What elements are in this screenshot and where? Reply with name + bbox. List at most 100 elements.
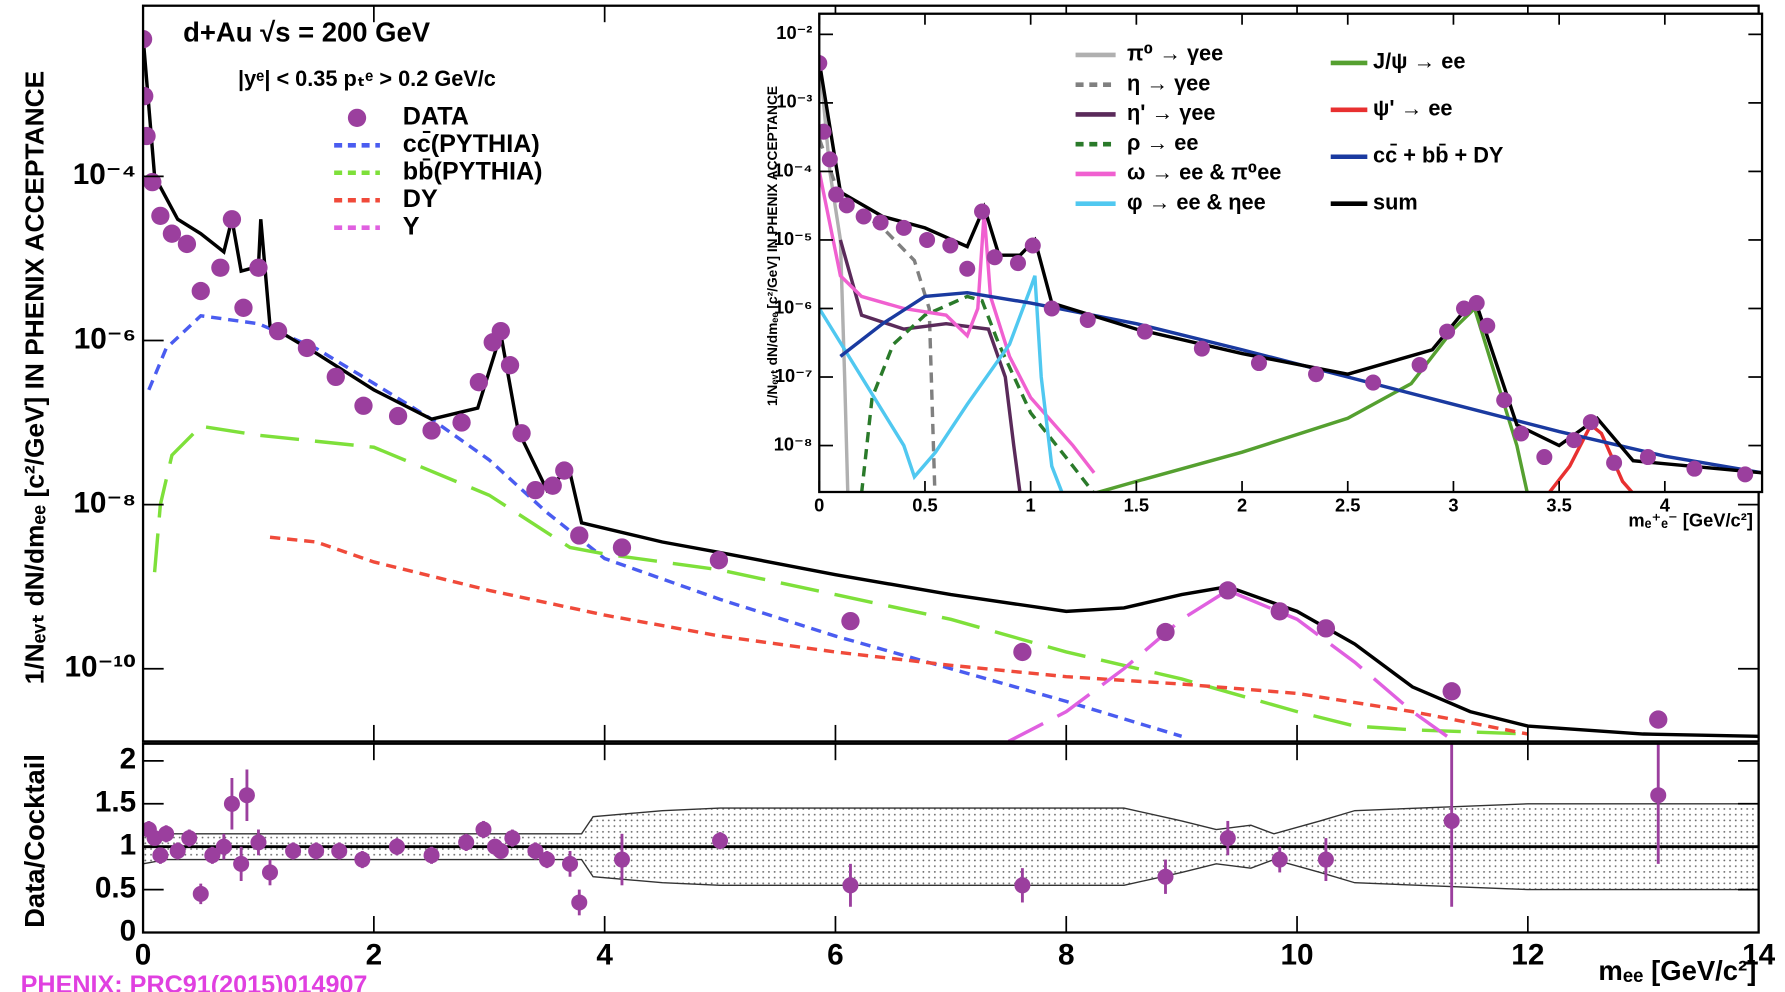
- y-axis-label: 1/Nₑᵥₜ dN/dmₑₑ [c²/GeV] IN PHENIX ACCEPT…: [20, 71, 50, 684]
- data-point: [162, 224, 182, 243]
- data-point: [1737, 466, 1754, 483]
- band-edge: [143, 803, 1759, 835]
- data-point: [388, 406, 408, 426]
- data-point: [709, 551, 729, 570]
- x-tick-label: 1: [1026, 495, 1036, 516]
- data-point: [838, 197, 855, 214]
- data-point: [475, 821, 492, 838]
- legend-label: DY: [403, 185, 438, 213]
- data-point: [169, 842, 186, 859]
- y-tick-label: 10⁻²: [776, 22, 812, 43]
- plot-content: [143, 29, 1759, 742]
- series-line: [269, 535, 1529, 736]
- y-tick-label: 10⁻⁶: [774, 296, 812, 317]
- data-point: [1639, 449, 1656, 466]
- data-point: [986, 249, 1003, 266]
- data-point: [1479, 317, 1496, 334]
- data-point: [1043, 300, 1060, 317]
- data-point: [233, 855, 250, 872]
- y-tick-label: 1.5: [95, 786, 136, 819]
- y-tick-label: 10⁻⁷: [775, 365, 813, 386]
- legend-label: cc̄ + bb̄ + DY: [1373, 142, 1504, 167]
- data-point: [895, 219, 912, 236]
- x-tick-label: 10: [1281, 938, 1314, 971]
- data-point: [191, 281, 210, 301]
- data-point: [828, 186, 845, 203]
- data-point: [491, 321, 510, 341]
- data-point: [1468, 295, 1485, 312]
- source-note: PHENIX: PRC91(2015)014907: [21, 971, 368, 992]
- data-point: [712, 832, 729, 849]
- data-point: [458, 834, 475, 851]
- x-tick-label: 3.5: [1546, 495, 1571, 516]
- data-point: [143, 29, 153, 49]
- data-point: [268, 321, 288, 341]
- data-point: [1582, 414, 1599, 431]
- y-axis-label: 1/Nₑᵥₜ dN/dmₑₑ [c²/GeV] IN PHENIX ACCEPT…: [765, 86, 780, 406]
- data-point: [223, 795, 240, 812]
- y-tick-label: 2: [120, 743, 137, 776]
- series-line: [819, 275, 1064, 492]
- legend-label: ρ → ee: [1127, 130, 1198, 155]
- data-point: [423, 847, 440, 864]
- legend-symbol: [347, 108, 367, 128]
- data-point: [204, 847, 221, 864]
- data-point: [855, 208, 872, 225]
- data-point: [1442, 682, 1461, 701]
- plot-frame: [818, 12, 1764, 494]
- x-tick-label: 8: [1058, 938, 1075, 971]
- legend-label: ω → ee & π⁰ee: [1127, 160, 1281, 185]
- data-point: [571, 894, 588, 911]
- data-point: [331, 842, 348, 859]
- data-point: [1606, 454, 1623, 471]
- data-point: [181, 830, 198, 847]
- annotation: |yᵉ| < 0.35 pₜᵉ > 0.2 GeV/c: [238, 66, 496, 91]
- data-point: [158, 825, 175, 842]
- data-point: [354, 851, 371, 868]
- plot-content: [819, 54, 1763, 492]
- annotation: d+Au √s = 200 GeV: [183, 17, 431, 48]
- data-point: [308, 842, 325, 859]
- series-line: [859, 294, 1096, 492]
- data-point: [469, 373, 489, 392]
- y-tick-label: 1: [120, 829, 137, 862]
- data-point: [841, 611, 860, 631]
- data-point: [555, 461, 574, 480]
- band-edge: [143, 858, 1759, 891]
- data-point: [1316, 619, 1336, 638]
- plot-area: [819, 13, 1763, 492]
- data-point: [504, 830, 521, 847]
- data-point: [959, 260, 976, 277]
- data-point: [1079, 311, 1096, 328]
- data-point: [177, 234, 197, 254]
- data-point: [612, 538, 632, 557]
- data-point: [821, 151, 838, 168]
- data-point: [1308, 366, 1325, 383]
- data-point: [919, 231, 936, 248]
- x-tick-label: 4: [1660, 495, 1671, 516]
- data-point: [297, 338, 317, 358]
- data-point: [285, 842, 302, 859]
- data-point: [222, 210, 242, 229]
- x-tick-label: 6: [827, 938, 844, 971]
- data-point: [1009, 255, 1026, 272]
- series-line: [1093, 305, 1529, 492]
- data-point: [842, 877, 859, 894]
- data-point: [1565, 432, 1582, 449]
- legend-label: bb̄(PYTHIA): [403, 156, 543, 185]
- data-point: [1365, 374, 1382, 391]
- data-point: [1650, 787, 1667, 804]
- legend-label: η' → γee: [1127, 100, 1215, 125]
- series-line: [147, 313, 1183, 738]
- data-point: [543, 476, 562, 495]
- panel: 10⁻⁸ 10⁻⁷ 10⁻⁶ 10⁻⁵ 10⁻⁴ 10⁻³ 10⁻² 0 0.5 1 1.5 2 2.5…: [765, 12, 1764, 531]
- data-point: [974, 203, 991, 220]
- data-point: [234, 298, 253, 317]
- y-tick-label: 10⁻¹⁰: [64, 651, 136, 684]
- data-point: [1456, 300, 1473, 317]
- series-line: [819, 138, 937, 492]
- y-tick-label: 10⁻³: [776, 91, 812, 112]
- y-axis-label: Data/Cocktail: [19, 754, 50, 928]
